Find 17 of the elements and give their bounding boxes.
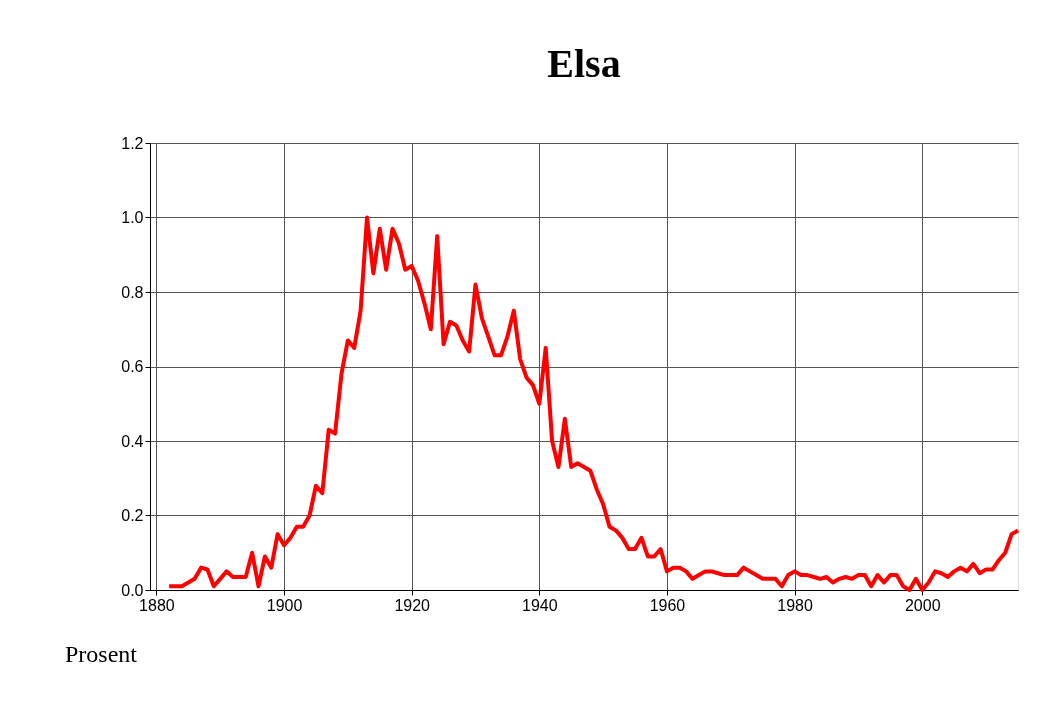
y-tick-label: 0.0 (121, 581, 144, 599)
x-tick-label: 1980 (777, 596, 814, 614)
chart-title: Elsa (547, 41, 621, 86)
y-tick-label: 0.8 (121, 283, 144, 301)
y-tick-label: 1.2 (121, 134, 144, 152)
line-series (167, 215, 1020, 592)
x-tick-label: 1900 (266, 596, 303, 614)
y-tick-label: 0.4 (121, 432, 144, 450)
x-tick-label: 2000 (904, 596, 941, 614)
x-tick-label: 1960 (649, 596, 686, 614)
x-tick-label: 1940 (522, 596, 558, 614)
y-tick-label: 0.6 (121, 358, 144, 375)
x-tick-label: 1880 (139, 596, 175, 614)
y-tick-label: 0.2 (121, 507, 144, 524)
x-tick-label: 1920 (394, 596, 431, 614)
text: Prosent (65, 641, 138, 667)
y-tick-label: 1.0 (121, 209, 144, 226)
